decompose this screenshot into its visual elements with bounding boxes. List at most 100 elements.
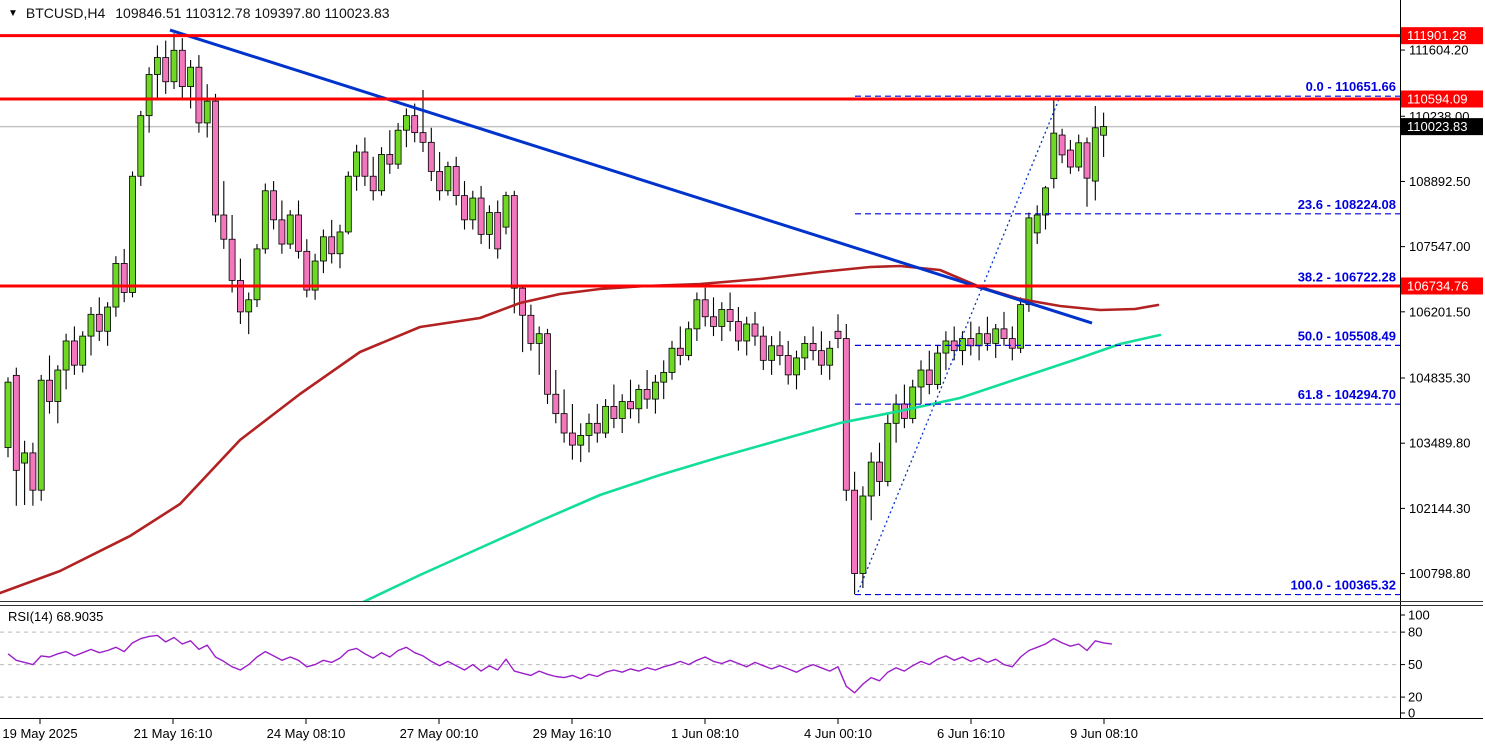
candle-body-bull: [635, 389, 643, 410]
candle-body-bear: [411, 115, 419, 134]
candle-body-bear: [328, 236, 336, 255]
time-axis[interactable]: 19 May 2025 21 May 16:10 24 May 08:10 27 Ma…: [2, 719, 1138, 741]
candle-body-bull: [577, 435, 585, 446]
candle: [1033, 205, 1041, 245]
candle-body-bear: [71, 340, 78, 366]
candle: [768, 336, 775, 375]
candle: [236, 258, 244, 325]
candle-body-bull: [992, 328, 1000, 344]
rsi-panel[interactable]: RSI(14) 68.9035 100 80 50 200: [0, 608, 1430, 721]
time-tick-label: 27 May 00:10: [400, 726, 479, 741]
candle: [685, 321, 692, 361]
candle-body-bear: [46, 379, 53, 402]
candle-body-bear: [195, 66, 203, 124]
candle: [394, 122, 402, 169]
candle-body-bull: [87, 313, 95, 337]
candle: [552, 370, 560, 424]
time-tick-label: 24 May 08:10: [267, 726, 346, 741]
candle-body-bull: [170, 49, 178, 83]
candle-body-bear: [710, 316, 717, 327]
candle-body-bear: [544, 333, 551, 395]
candle: [1008, 326, 1016, 361]
candle-body-bear: [643, 389, 651, 400]
candle-body-bull: [1075, 142, 1083, 168]
candle: [834, 314, 842, 349]
chart-title-bar: ▼ BTCUSD,H4 109846.51 110312.78 109397.8…: [8, 5, 390, 21]
candle: [818, 331, 825, 375]
symbol-dropdown-icon[interactable]: ▼: [8, 7, 18, 19]
candle-body-bear: [270, 190, 278, 221]
candle: [602, 399, 609, 438]
candle: [801, 336, 809, 371]
candle-body-bull: [859, 495, 867, 574]
candle: [137, 110, 145, 186]
price-tick-label: 108892.50: [1409, 174, 1470, 189]
candle-body-bull: [203, 100, 211, 124]
ma-line-fast[interactable]: [357, 333, 1162, 605]
price-badge-label: 111901.28: [1407, 28, 1467, 43]
candle: [1050, 99, 1058, 189]
candle-body-bull: [444, 166, 452, 192]
candle: [1083, 137, 1091, 207]
price-badge-label: 110594.09: [1407, 92, 1468, 107]
candle-body-bull: [768, 345, 775, 361]
candle: [353, 144, 361, 191]
candle: [1025, 212, 1033, 312]
candle: [436, 152, 444, 201]
candle: [701, 287, 709, 327]
price-badge-bg: [1401, 90, 1483, 108]
candle-body-bull: [602, 405, 609, 434]
candle-body-bear: [1008, 338, 1016, 349]
candle: [62, 333, 70, 390]
time-tick-label: 29 May 16:10: [533, 726, 612, 741]
candles: [4, 33, 1107, 595]
candle-body-bull: [826, 347, 834, 366]
candle-body-bull: [394, 129, 402, 165]
candle: [303, 239, 311, 298]
price-tick-label: 111604.20: [1409, 43, 1469, 58]
descending-trendline[interactable]: [169, 28, 1093, 325]
candle: [519, 284, 526, 353]
candle: [444, 161, 452, 196]
candle-body-bull: [660, 372, 668, 383]
fib-retracement[interactable]: 0.0 - 110651.66 23.6 - 108224.08 38.2 - 10…: [855, 79, 1400, 596]
candle-body-bear: [984, 333, 991, 344]
candle-body-bear: [610, 405, 618, 419]
candle-body-bear: [494, 212, 502, 250]
candle-body-bull: [618, 401, 626, 419]
candle: [901, 384, 908, 429]
candle: [4, 377, 12, 458]
candle: [477, 185, 485, 245]
candle: [867, 452, 875, 521]
candle: [1067, 139, 1074, 174]
chart-ohlc-values: 109846.51 110312.78 109397.80 110023.83: [115, 5, 390, 21]
candle: [87, 307, 95, 356]
candle: [336, 224, 344, 269]
price-tick-label: 104835.30: [1409, 371, 1470, 386]
candle: [485, 205, 493, 249]
candle-body-bull: [261, 190, 269, 250]
candle-body-bull: [793, 357, 800, 376]
candle-body-bear: [784, 355, 792, 376]
fib-label: 50.0 - 105508.49: [1298, 328, 1396, 343]
candle: [1091, 105, 1099, 201]
candle-body-bull: [535, 333, 543, 344]
time-tick-label: 19 May 2025: [2, 726, 77, 741]
candle: [577, 423, 585, 463]
candle: [593, 403, 601, 443]
price-tick-label: 107547.00: [1409, 239, 1470, 254]
candle: [859, 486, 867, 589]
ma-line-slow[interactable]: [0, 264, 1160, 595]
candle-body-bear: [12, 374, 20, 471]
candle-body-bull: [37, 379, 45, 491]
time-tick-label: 6 Jun 16:10: [937, 726, 1005, 741]
candle-body-bear: [477, 197, 485, 235]
candle-body-bull: [62, 340, 70, 371]
fib-label: 100.0 - 100365.32: [1290, 578, 1396, 593]
price-axis[interactable]: 111604.20110238.00108892.50107547.001062…: [1400, 27, 1483, 581]
candle-body-bear: [552, 393, 560, 415]
candle-body-bear: [436, 170, 444, 192]
candle-body-bear: [95, 313, 103, 332]
main-price-pane[interactable]: [0, 28, 1400, 605]
